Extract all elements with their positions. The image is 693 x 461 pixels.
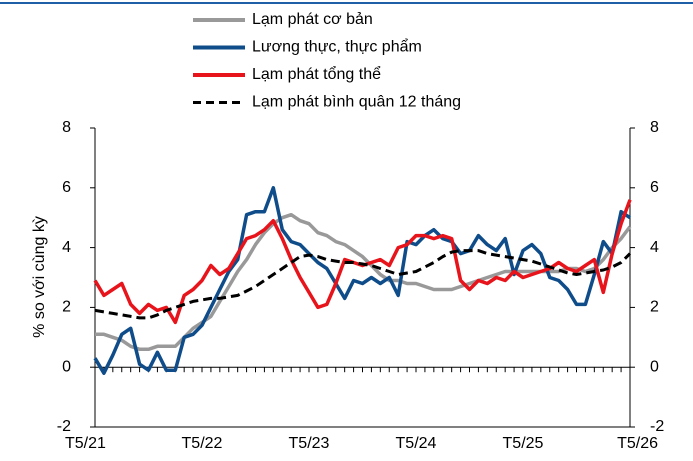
y2-tick-label: 6 bbox=[650, 179, 659, 196]
y2-tick-label: -2 bbox=[650, 418, 664, 435]
y-axis-label: % so với cùng kỳ bbox=[31, 216, 48, 338]
y-tick-label: -2 bbox=[57, 418, 71, 435]
series-line bbox=[94, 249, 632, 320]
legend-label: Lạm phát cơ bản bbox=[252, 11, 373, 28]
x-tick-label: T5/25 bbox=[503, 435, 544, 452]
y-tick-label: 8 bbox=[62, 119, 71, 136]
y2-tick-label: 8 bbox=[650, 119, 659, 136]
series-line bbox=[93, 199, 632, 325]
y-tick-label: 4 bbox=[62, 239, 71, 256]
y-tick-label: 0 bbox=[62, 358, 71, 375]
x-tick-label: T5/26 bbox=[617, 435, 658, 452]
y-tick-label: 6 bbox=[62, 179, 71, 196]
x-tick-label: T5/21 bbox=[65, 435, 106, 452]
y2-tick-label: 0 bbox=[650, 358, 659, 375]
x-tick-label: T5/24 bbox=[396, 435, 437, 452]
y2-tick-label: 2 bbox=[650, 299, 659, 316]
x-tick-label: T5/22 bbox=[182, 435, 223, 452]
y2-tick-label: 4 bbox=[650, 239, 659, 256]
legend-label: Lương thực, thực phẩm bbox=[252, 38, 422, 56]
legend-label: Lạm phát bình quân 12 tháng bbox=[252, 94, 461, 111]
x-tick-label: T5/23 bbox=[289, 435, 330, 452]
legend-label: Lạm phát tổng thể bbox=[252, 65, 381, 83]
y-tick-label: 2 bbox=[62, 299, 71, 316]
series-line bbox=[93, 186, 631, 375]
